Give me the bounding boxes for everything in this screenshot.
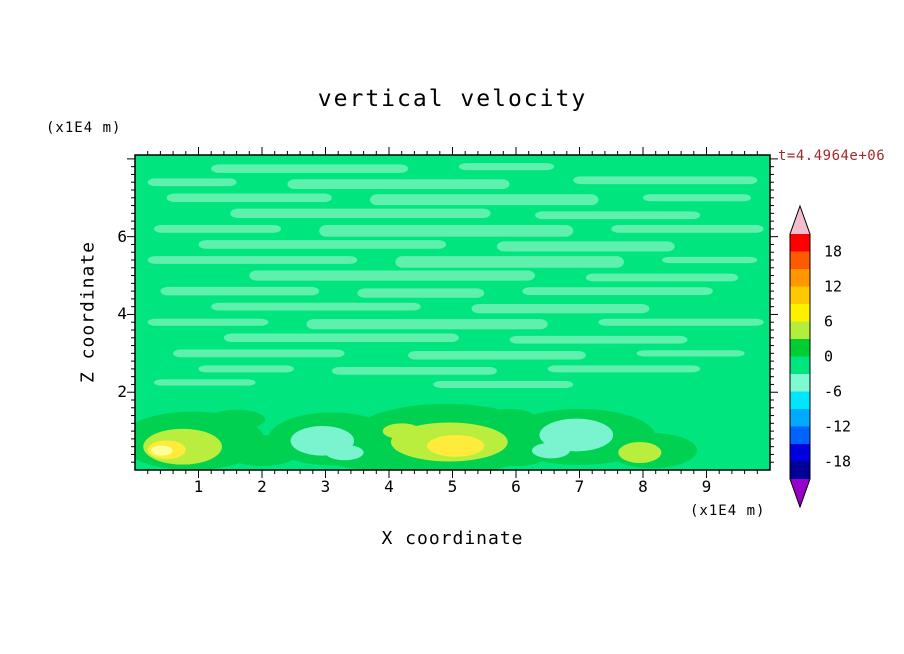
colorbar-label: -6 bbox=[824, 383, 842, 401]
contour-streak bbox=[211, 164, 409, 173]
contour-blob bbox=[484, 408, 536, 427]
colorbar-segment bbox=[790, 444, 810, 462]
x-tick-label: 1 bbox=[193, 477, 204, 496]
colorbar-segment bbox=[790, 339, 810, 357]
colorbar-label: 18 bbox=[824, 243, 842, 261]
contour-streak bbox=[458, 163, 555, 171]
contour-streak bbox=[522, 287, 713, 295]
axis-ticks bbox=[127, 147, 778, 478]
contour-streak bbox=[585, 273, 739, 282]
y-tick-label: 6 bbox=[117, 226, 127, 246]
x-axis-title: X coordinate bbox=[381, 528, 524, 549]
contour-streak bbox=[395, 256, 624, 268]
contour-streak bbox=[611, 225, 764, 233]
contour-streak bbox=[408, 351, 586, 360]
streak-layer bbox=[147, 163, 764, 388]
colorbar-segment bbox=[790, 234, 810, 252]
x-tick-label: 4 bbox=[384, 477, 394, 496]
contour-streak bbox=[287, 179, 510, 190]
contour-streak bbox=[509, 335, 688, 344]
colorbar-segment bbox=[790, 426, 810, 445]
contour-blob bbox=[618, 442, 662, 463]
colorbar-segment bbox=[790, 409, 810, 427]
contour-streak bbox=[306, 319, 548, 330]
contour-streak bbox=[433, 380, 574, 388]
colorbar-label: 0 bbox=[824, 348, 833, 366]
contour-streak bbox=[249, 270, 536, 281]
colorbar: 18 12 6 0 -6 -12 -18 bbox=[789, 204, 851, 509]
contour-blob bbox=[382, 423, 421, 439]
time-annotation: t=4.4964e+06 bbox=[778, 148, 886, 164]
colorbar-segment bbox=[790, 321, 810, 340]
colorbar-segment bbox=[790, 286, 810, 305]
contour-streak bbox=[230, 208, 491, 218]
colorbar-segment bbox=[790, 374, 810, 392]
contour-streak bbox=[147, 256, 358, 264]
contour-streak bbox=[471, 303, 650, 314]
contour-streak bbox=[369, 194, 599, 206]
contour-streak bbox=[198, 365, 294, 373]
contour-streak bbox=[211, 302, 421, 311]
contour-blob bbox=[539, 418, 614, 452]
contour-streak bbox=[198, 240, 447, 249]
contour-streak bbox=[357, 288, 485, 298]
contour-streak bbox=[223, 333, 459, 343]
x-tick-label: 5 bbox=[447, 477, 458, 496]
contour-blob bbox=[208, 409, 266, 430]
y-axis-unit: (x1E4 m) bbox=[46, 120, 122, 136]
contour-streak bbox=[547, 365, 701, 373]
contour-streak bbox=[319, 225, 574, 237]
x-tick-label: 6 bbox=[511, 477, 521, 496]
x-tick-label: 8 bbox=[638, 477, 648, 496]
colorbar-segment bbox=[790, 251, 810, 270]
contour-blob bbox=[531, 442, 570, 459]
contour-blob bbox=[427, 434, 485, 457]
x-tick-label: 3 bbox=[320, 477, 331, 496]
contour-field bbox=[135, 155, 770, 470]
y-tick-label: 2 bbox=[117, 382, 127, 402]
colorbar-segment bbox=[790, 461, 810, 480]
contour-streak bbox=[166, 193, 332, 203]
colorbar-arrow-top bbox=[790, 206, 810, 234]
contour-streak bbox=[573, 176, 758, 185]
contour-blob bbox=[325, 444, 364, 461]
colorbar-arrow-bottom bbox=[790, 479, 810, 507]
contour-streak bbox=[636, 350, 745, 357]
contour-streak bbox=[331, 366, 497, 375]
blob-layer bbox=[135, 403, 697, 470]
x-tick-label: 9 bbox=[701, 477, 712, 496]
y-tick-label: 4 bbox=[117, 304, 127, 324]
colorbar-segment bbox=[790, 304, 810, 322]
colorbar-label: 6 bbox=[824, 313, 833, 331]
x-axis-unit: (x1E4 m) bbox=[690, 503, 766, 519]
x-tick-label: 7 bbox=[574, 477, 585, 496]
contour-streak bbox=[643, 194, 751, 202]
contour-blob bbox=[150, 445, 173, 456]
colorbar-segment bbox=[790, 391, 810, 410]
contour-streak bbox=[160, 286, 320, 296]
contour-streak bbox=[154, 225, 282, 233]
colorbar-outline bbox=[789, 204, 811, 509]
contour-streak bbox=[147, 178, 237, 187]
contour-streak bbox=[147, 318, 269, 326]
contour-streak bbox=[662, 256, 758, 264]
contour-streak bbox=[173, 349, 345, 358]
colorbar-label: 12 bbox=[824, 278, 842, 296]
x-tick-label: 2 bbox=[257, 477, 267, 496]
colorbar-segment bbox=[790, 356, 810, 375]
colorbar-segment bbox=[790, 269, 810, 287]
contour-plot bbox=[127, 147, 778, 478]
contour-streak bbox=[535, 211, 701, 220]
contour-streak bbox=[598, 318, 764, 326]
contour-streak bbox=[154, 379, 256, 386]
chart-title: vertical velocity bbox=[317, 86, 588, 112]
colorbar-label: -18 bbox=[824, 453, 851, 471]
contour-streak bbox=[496, 241, 675, 252]
colorbar-label: -12 bbox=[824, 418, 851, 436]
